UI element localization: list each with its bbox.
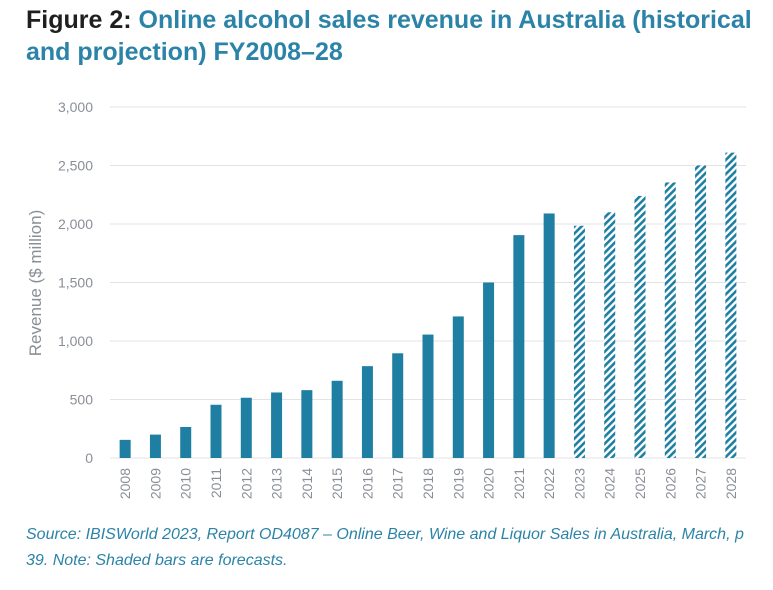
y-tick-label: 1,500: [58, 275, 93, 291]
x-tick-label: 2020: [481, 468, 497, 499]
forecast-bar: [695, 165, 707, 458]
x-tick-label: 2022: [541, 468, 557, 499]
forecast-bar: [604, 212, 616, 458]
x-tick-label: 2024: [602, 468, 618, 499]
historical-bar: [240, 397, 252, 458]
historical-bar: [543, 213, 555, 458]
historical-bar: [331, 380, 343, 458]
historical-bar: [452, 316, 464, 458]
forecast-bar: [573, 225, 585, 458]
x-tick-label: 2023: [571, 468, 587, 499]
historical-bar: [513, 235, 525, 458]
x-tick-label: 2017: [390, 468, 406, 499]
x-tick-label: 2028: [723, 468, 739, 499]
x-tick-label: 2014: [299, 468, 315, 499]
historical-bar: [422, 334, 434, 458]
historical-bar: [392, 353, 404, 458]
forecast-bar: [634, 195, 646, 459]
historical-bar: [210, 404, 222, 458]
x-tick-label: 2027: [693, 468, 709, 499]
historical-bar: [119, 439, 131, 458]
x-tick-label: 2013: [269, 468, 285, 499]
y-axis-ticks: 0 500 1,000 1,500 2,000 2,500 3,000: [58, 99, 93, 466]
historical-bar: [361, 366, 373, 458]
y-tick-label: 2,000: [58, 216, 93, 232]
x-tick-label: 2012: [238, 468, 254, 499]
chart-title: Figure 2: Online alcohol sales revenue i…: [26, 4, 766, 68]
x-tick-label: 2010: [178, 468, 194, 499]
x-tick-label: 2016: [359, 468, 375, 499]
x-tick-label: 2011: [208, 468, 224, 498]
y-tick-label: 2,500: [58, 158, 93, 174]
historical-bar: [271, 392, 283, 458]
y-tick-label: 3,000: [58, 99, 93, 115]
title-text: Online alcohol sales revenue in Australi…: [26, 6, 752, 66]
historical-bar: [180, 426, 192, 458]
x-tick-label: 2008: [117, 468, 133, 499]
x-tick-label: 2009: [147, 468, 163, 499]
x-tick-label: 2021: [511, 468, 527, 499]
historical-bar: [301, 390, 313, 458]
x-tick-label: 2026: [662, 468, 678, 499]
forecast-bar: [725, 152, 737, 458]
x-axis-ticks: 2008 2009 2010 2011 2012 2013 2014 2015 2016 2017…: [117, 468, 739, 499]
y-axis-title: Revenue ($ million): [26, 210, 45, 356]
historical-bar: [483, 282, 495, 458]
bars: [119, 152, 737, 459]
y-tick-label: 500: [70, 392, 94, 408]
historical-bar: [149, 434, 161, 458]
source-note: Source: IBISWorld 2023, Report OD4087 – …: [26, 526, 744, 569]
figure-label: Figure 2:: [26, 6, 132, 34]
forecast-bar: [664, 182, 676, 458]
x-tick-label: 2018: [420, 468, 436, 499]
x-tick-label: 2015: [329, 468, 345, 499]
x-tick-label: 2025: [632, 468, 648, 499]
x-tick-label: 2019: [450, 468, 466, 499]
y-tick-label: 0: [85, 450, 93, 466]
y-tick-label: 1,000: [58, 333, 93, 349]
